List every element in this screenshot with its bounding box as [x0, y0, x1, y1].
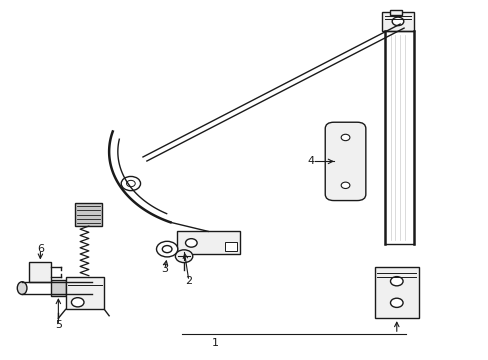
- Circle shape: [121, 176, 140, 191]
- Bar: [75, 203, 102, 226]
- Bar: [224, 242, 237, 251]
- Circle shape: [341, 134, 349, 141]
- Circle shape: [185, 239, 197, 247]
- Circle shape: [156, 241, 178, 257]
- Circle shape: [391, 17, 403, 26]
- Text: 5: 5: [55, 320, 62, 330]
- Ellipse shape: [17, 282, 27, 294]
- Text: 4: 4: [307, 156, 314, 166]
- Circle shape: [341, 182, 349, 189]
- Text: 1: 1: [212, 338, 219, 348]
- Circle shape: [390, 276, 402, 286]
- Bar: [389, 10, 401, 15]
- Bar: [65, 278, 104, 309]
- Text: 2: 2: [185, 276, 192, 286]
- Text: 3: 3: [161, 264, 168, 274]
- Bar: [51, 280, 65, 296]
- Circle shape: [162, 246, 172, 253]
- Circle shape: [175, 250, 192, 262]
- Bar: [177, 231, 239, 255]
- Circle shape: [390, 298, 402, 307]
- Circle shape: [71, 298, 84, 307]
- Bar: [382, 12, 413, 31]
- Bar: [374, 267, 418, 318]
- Bar: [29, 262, 51, 282]
- Text: 6: 6: [37, 244, 44, 254]
- FancyBboxPatch shape: [325, 122, 365, 201]
- Circle shape: [126, 180, 135, 187]
